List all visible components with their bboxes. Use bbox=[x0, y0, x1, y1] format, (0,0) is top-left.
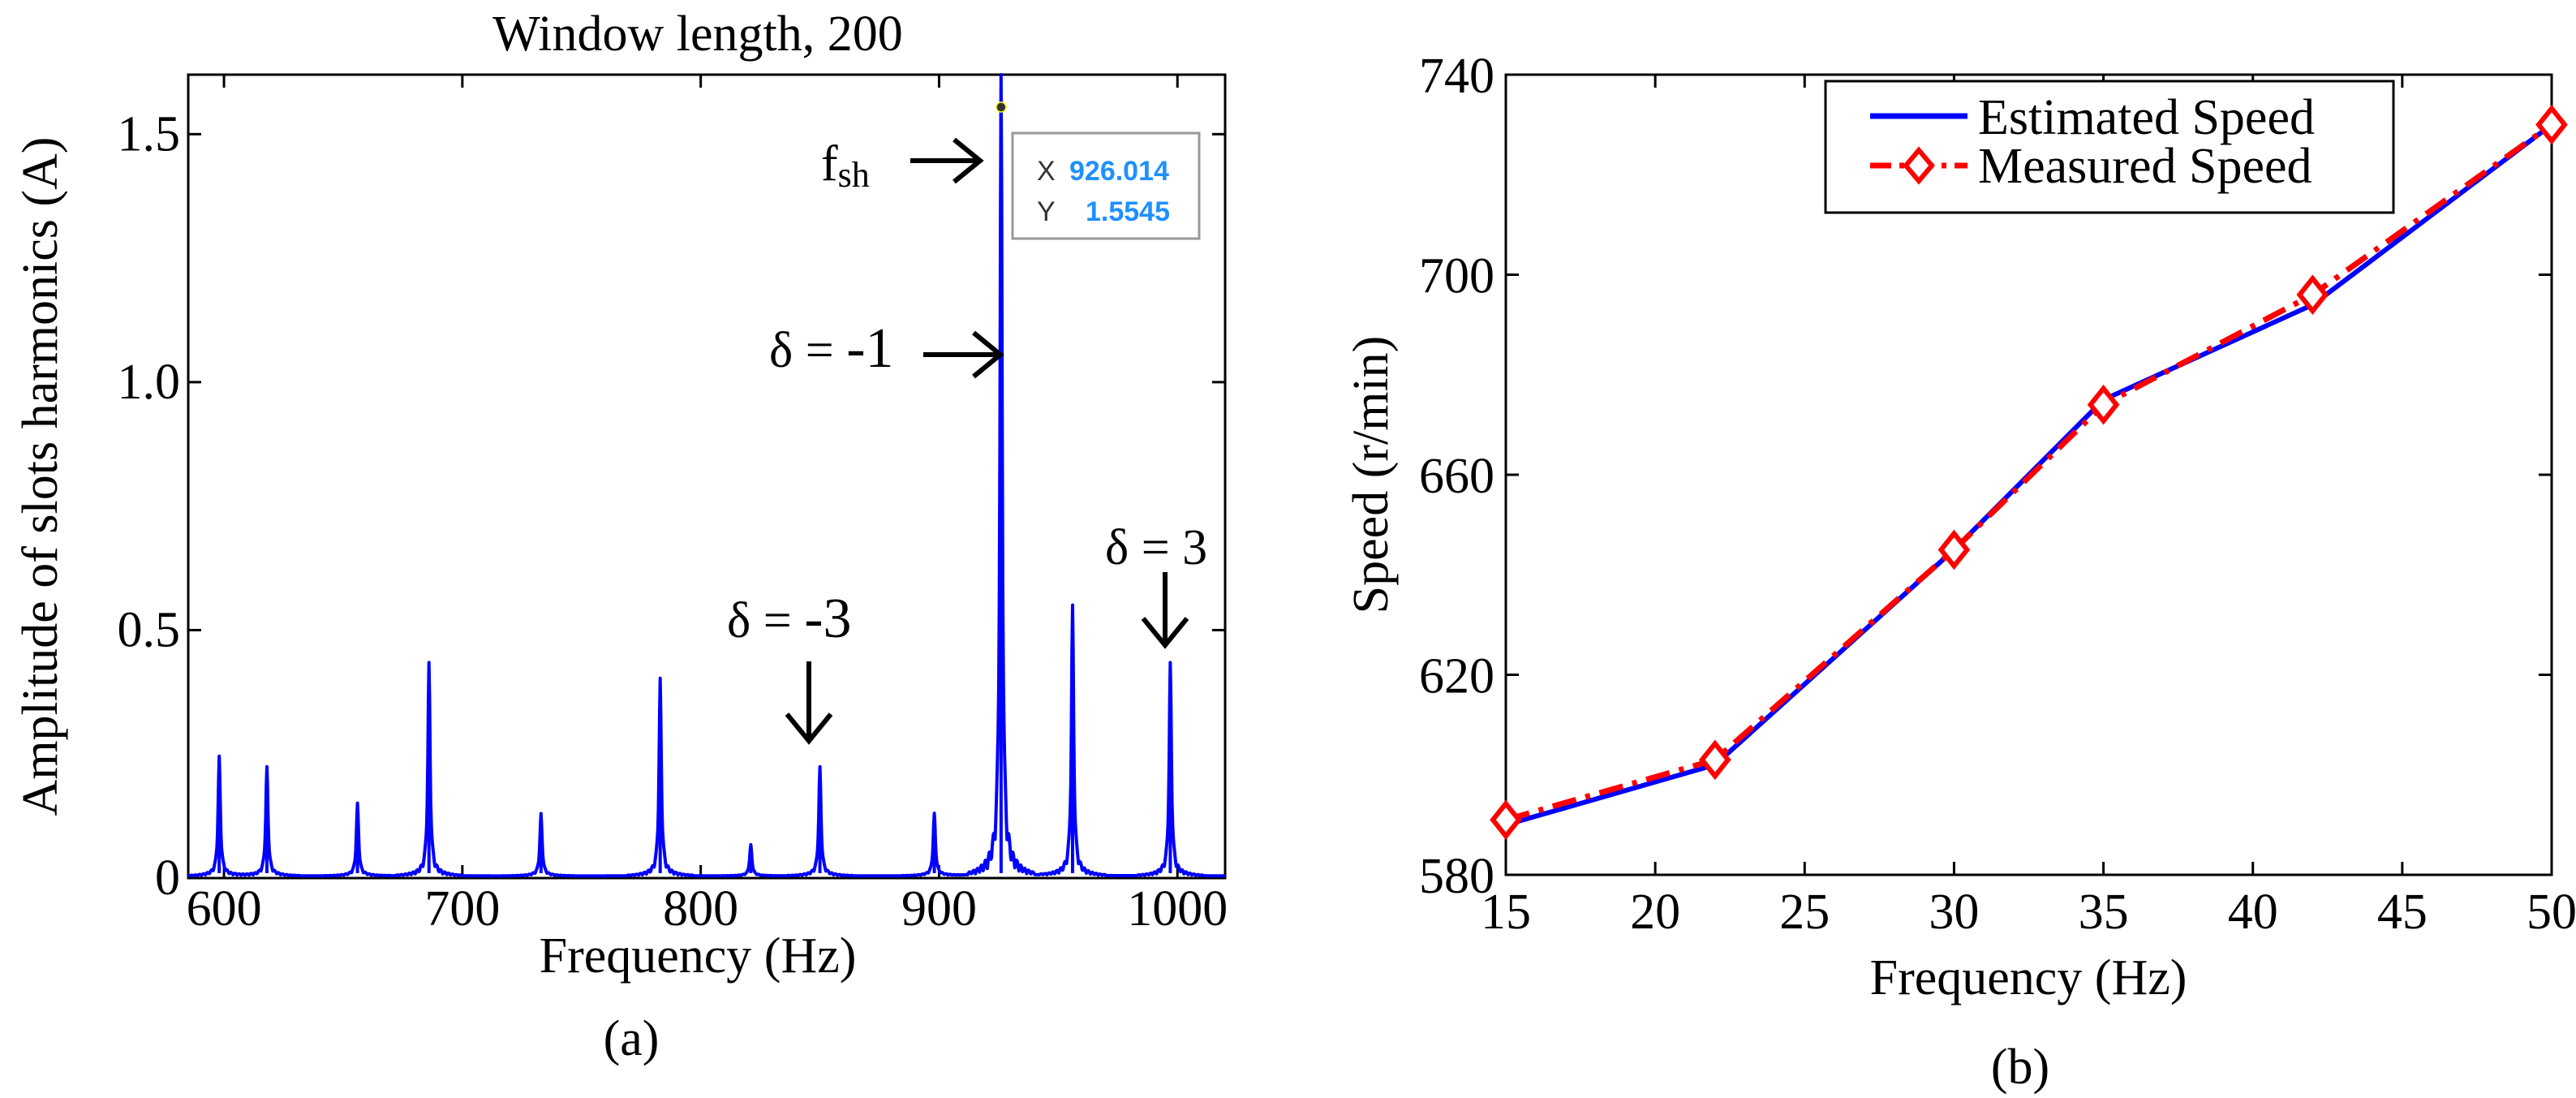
datatip[interactable]: X 926.014 Y 1.5545 bbox=[1011, 131, 1201, 240]
y-tick-label: 660 bbox=[1419, 449, 1494, 504]
measured-speed-markers bbox=[1490, 104, 2568, 841]
diamond-marker-icon bbox=[1903, 146, 1935, 185]
x-tick-label: 700 bbox=[424, 881, 500, 937]
x-tick-label: 40 bbox=[2228, 885, 2278, 940]
measured-speed-line bbox=[1505, 122, 2554, 823]
panel-a-caption: (a) bbox=[604, 1011, 660, 1066]
x-tick-label: 800 bbox=[663, 881, 738, 937]
y-tick-label: 1.5 bbox=[118, 106, 181, 161]
legend: Estimated Speed Measured Speed bbox=[1824, 80, 2395, 214]
annotation-fsh-base: f bbox=[821, 136, 838, 192]
measured-speed-point bbox=[1490, 799, 1522, 841]
x-tick-label: 35 bbox=[2079, 885, 2129, 940]
annotation-delta-minus1: δ = -1 bbox=[769, 317, 894, 380]
y-tick-label: 620 bbox=[1419, 649, 1494, 704]
panel-b-y-tick-labels: 580 620 660 700 740 bbox=[1419, 49, 1494, 904]
y-tick-label: 1.0 bbox=[118, 355, 181, 410]
x-tick-label: 600 bbox=[187, 881, 262, 937]
datatip-y-label: Y bbox=[1037, 196, 1056, 227]
annotation-fsh-sub: sh bbox=[838, 155, 870, 195]
panel-a-x-tick-labels: 600 700 800 900 1000 bbox=[187, 881, 1228, 937]
y-tick-label: 0.5 bbox=[118, 602, 181, 657]
x-tick-label: 1000 bbox=[1127, 881, 1228, 937]
panel-a-y-tick-labels: 0 0.5 1.0 1.5 bbox=[118, 106, 181, 906]
measured-speed-point bbox=[2535, 104, 2568, 145]
y-tick-label: 740 bbox=[1419, 49, 1494, 104]
panel-a-title: Window length, 200 bbox=[492, 6, 903, 62]
annotation-delta-minus1-label: δ = bbox=[769, 323, 846, 378]
x-tick-label: 50 bbox=[2527, 885, 2576, 940]
x-tick-label: 15 bbox=[1481, 885, 1531, 940]
panel-a-y-label: Amplitude of slots harmonics (A) bbox=[13, 137, 68, 816]
arrow-right-icon bbox=[923, 330, 1004, 379]
legend-box bbox=[1824, 80, 2395, 214]
measured-speed-point bbox=[2087, 384, 2120, 425]
panel-a: Window length, 200 0 0.5 1.0 1.5 600 700 800 9… bbox=[13, 6, 1228, 1066]
x-tick-label: 25 bbox=[1779, 885, 1830, 940]
datatip-box bbox=[1011, 131, 1201, 240]
panel-b-caption: (b) bbox=[1991, 1040, 2049, 1095]
annotation-fsh: fsh bbox=[821, 136, 870, 195]
datatip-anchor[interactable] bbox=[996, 101, 1007, 113]
panel-a-peak-markers bbox=[217, 107, 1172, 873]
annotation-delta-minus3-value: -3 bbox=[804, 588, 851, 650]
arrow-right-icon bbox=[910, 137, 984, 184]
legend-estimated-label: Estimated Speed bbox=[1978, 90, 2315, 145]
y-tick-label: 700 bbox=[1419, 249, 1494, 304]
datatip-x-label: X bbox=[1037, 156, 1056, 187]
arrow-down-icon bbox=[785, 661, 833, 745]
measured-speed-point bbox=[2296, 274, 2329, 315]
panel-b: 580 620 660 700 740 15 20 25 30 35 40 45 50 Estimat… bbox=[1344, 49, 2576, 1095]
x-tick-label: 30 bbox=[1929, 885, 1979, 940]
y-tick-label: 0 bbox=[155, 850, 180, 906]
x-tick-label: 45 bbox=[2377, 885, 2428, 940]
panel-b-x-tick-labels: 15 20 25 30 35 40 45 50 bbox=[1481, 885, 2576, 940]
datatip-y-value: 1.5545 bbox=[1086, 196, 1170, 227]
panel-a-spectrum-line bbox=[187, 73, 1227, 878]
measured-speed-point bbox=[1698, 739, 1731, 781]
measured-speed-point bbox=[1937, 529, 1971, 571]
panel-a-x-label: Frequency (Hz) bbox=[540, 928, 857, 984]
annotation-delta-minus3-label: δ = bbox=[727, 593, 804, 648]
panel-b-x-label: Frequency (Hz) bbox=[1870, 950, 2187, 1005]
x-tick-label: 20 bbox=[1630, 885, 1680, 940]
legend-measured-label: Measured Speed bbox=[1978, 139, 2312, 194]
annotation-delta-3: δ = 3 bbox=[1105, 520, 1207, 575]
panel-a-annotations: fsh δ = -1 δ = -3 δ = 3 bbox=[727, 136, 1207, 745]
annotation-delta-minus3: δ = -3 bbox=[727, 588, 852, 650]
datatip-x-value: 926.014 bbox=[1069, 156, 1169, 187]
y-tick-label: 580 bbox=[1419, 849, 1494, 904]
arrow-down-icon bbox=[1141, 572, 1189, 649]
x-tick-label: 900 bbox=[901, 881, 977, 937]
panel-b-y-label: Speed (r/min) bbox=[1344, 336, 1399, 614]
annotation-delta-minus1-value: -1 bbox=[846, 317, 893, 380]
